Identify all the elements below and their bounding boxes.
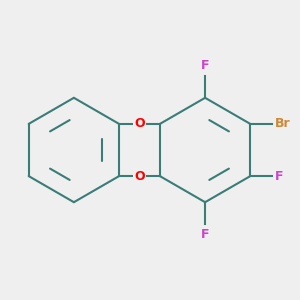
Text: F: F [201,228,209,241]
Text: Br: Br [275,117,291,130]
Text: F: F [275,169,284,183]
Text: O: O [134,169,145,183]
Text: O: O [134,117,145,130]
Text: F: F [201,59,209,72]
